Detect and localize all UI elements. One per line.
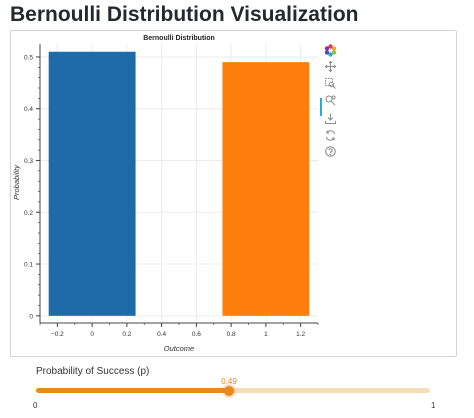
plot-panel [10,30,457,357]
y-tick-label: 0 [29,313,33,320]
x-tick-label: 1 [264,331,268,338]
slider-value-readout: 0.49 [221,377,237,386]
y-tick-label: 0.2 [24,210,33,217]
y-tick-label: 0.5 [24,54,33,61]
slider-label: Probability of Success (p) [36,366,150,377]
bokeh-logo-icon[interactable] [322,42,338,58]
save-icon[interactable] [322,110,338,126]
page-title: Bernoulli Distribution Visualization [10,3,359,26]
slider-min-label: 0 [33,401,38,410]
y-axis-label: Probability [12,164,21,200]
x-tick-label: 0.2 [122,331,131,338]
x-axis-label: Outcome [164,344,194,353]
x-tick-label: 0.4 [157,331,166,338]
bar-outcome-1 [222,62,310,316]
bar-chart[interactable]: −0.2 0 0.2 0.4 0.6 0.8 1 1.2 0 0.1 0.2 0.3 0.4 0.5 Ber… [0,0,474,360]
slider-max-label: 1 [431,401,436,410]
x-tick-label: 0.6 [192,331,201,338]
y-tick-label: 0.1 [24,262,33,269]
box-zoom-icon[interactable] [322,75,338,91]
help-icon[interactable] [322,143,338,159]
bar-outcome-0 [48,51,136,316]
wheel-zoom-icon[interactable] [322,92,338,108]
x-tick-label: 0.8 [227,331,236,338]
x-tick-label: −0.2 [51,331,64,338]
probability-slider-fill [36,388,230,393]
reset-icon[interactable] [322,127,338,143]
y-tick-label: 0.4 [24,106,33,113]
plot-toolbar [320,42,340,162]
x-tick-label: 0 [90,331,94,338]
probability-slider-handle[interactable] [224,386,235,396]
pan-icon[interactable] [322,58,338,74]
x-tick-label: 1.2 [296,331,305,338]
active-tool-indicator [320,98,322,116]
y-tick-label: 0.3 [24,158,33,165]
chart-title: Bernoulli Distribution [143,35,215,42]
